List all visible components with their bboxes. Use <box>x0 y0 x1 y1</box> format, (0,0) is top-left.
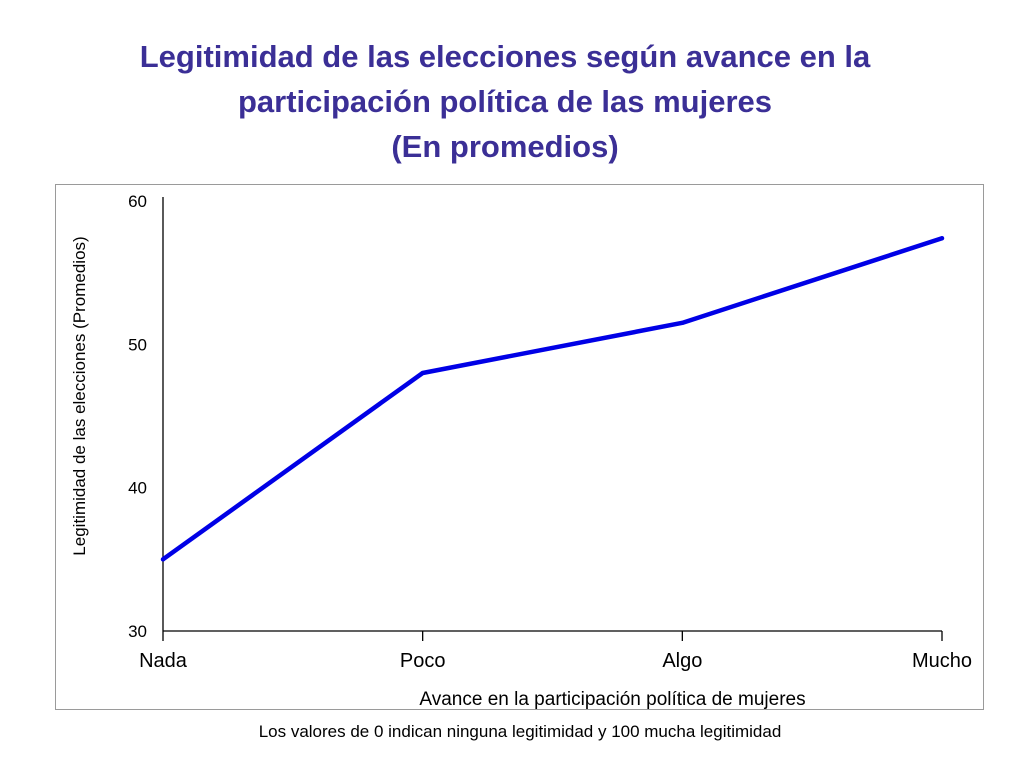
x-tick-label: Poco <box>400 650 446 672</box>
line-chart: 30 40 50 60 Nada Poco Algo Mucho Avance en la pa… <box>70 192 972 710</box>
title-line-3: (En promedios) <box>391 129 619 164</box>
x-tick-label: Nada <box>139 650 188 672</box>
y-tick-label: 40 <box>128 479 147 498</box>
x-tick-label: Algo <box>662 650 702 672</box>
slide-title: Legitimidad de las elecciones según avan… <box>0 34 1010 169</box>
x-tick-label: Mucho <box>912 650 972 672</box>
title-line-2: participación política de las mujeres <box>237 84 773 119</box>
y-axis-title: Legitimidad de las elecciones (Promedios… <box>70 236 89 555</box>
series-line <box>160 236 945 562</box>
y-tick-label: 30 <box>128 622 147 641</box>
y-tick-label: 60 <box>128 192 147 211</box>
data-point <box>161 557 165 562</box>
footnote: Los valores de 0 indican ninguna legitim… <box>258 722 782 741</box>
data-point <box>420 371 425 375</box>
y-tick-label: 50 <box>128 335 147 354</box>
title-line-1: Legitimidad de las elecciones según avan… <box>139 39 871 74</box>
chart-area: 30 40 50 60 Nada Poco Algo Mucho Avance en la pa… <box>55 184 984 710</box>
data-point <box>940 236 944 241</box>
x-axis-title: Avance en la participación política de m… <box>419 689 805 710</box>
data-point <box>680 320 685 325</box>
